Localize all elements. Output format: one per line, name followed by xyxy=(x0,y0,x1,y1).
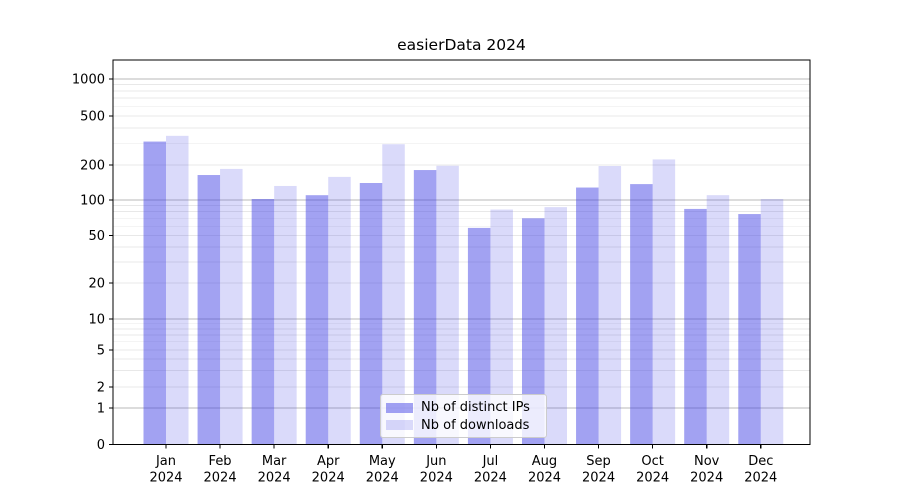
y-tick-label: 500 xyxy=(80,110,105,125)
x-tick-label-month: Aug xyxy=(532,454,557,469)
x-tick-label-month: Feb xyxy=(209,454,232,469)
bar-downloads-jun xyxy=(436,165,459,445)
x-tick-label-year: 2024 xyxy=(474,471,507,486)
bar-downloads-aug xyxy=(544,207,567,445)
x-tick-label-year: 2024 xyxy=(636,471,669,486)
bar-downloads-may xyxy=(382,144,405,445)
x-tick-label-year: 2024 xyxy=(744,471,777,486)
bar-downloads-nov xyxy=(706,195,730,445)
x-tick-label-month: Mar xyxy=(262,454,287,469)
y-tick-label: 200 xyxy=(80,159,105,174)
y-tick-label: 20 xyxy=(88,277,105,292)
x-tick-label-month: Jul xyxy=(482,454,499,469)
y-tick-label: 2 xyxy=(97,381,105,396)
x-tick-label-year: 2024 xyxy=(312,471,345,486)
bar-distinct-ips-oct xyxy=(630,184,653,445)
y-tick-label: 100 xyxy=(80,194,105,209)
bar-distinct-ips-mar xyxy=(251,199,275,445)
bar-downloads-dec xyxy=(760,199,784,445)
y-tick-label: 1000 xyxy=(72,73,105,88)
bar-distinct-ips-may xyxy=(359,183,383,445)
plot-border xyxy=(112,59,811,446)
x-tick-label-year: 2024 xyxy=(582,471,615,486)
bar-distinct-ips-aug xyxy=(521,218,545,445)
x-tick-label-month: Oct xyxy=(641,454,663,469)
legend-label-distinct-ips: Nb of distinct IPs xyxy=(421,400,530,416)
x-tick-label-month: Jan xyxy=(155,454,176,469)
bar-downloads-apr xyxy=(328,176,351,445)
legend: Nb of distinct IPs Nb of downloads xyxy=(380,394,547,438)
bar-distinct-ips-jun xyxy=(413,170,437,445)
bar-downloads-oct xyxy=(652,159,676,445)
bar-downloads-jul xyxy=(490,209,513,445)
chart-title: easierData 2024 xyxy=(397,36,526,54)
x-tick-label-year: 2024 xyxy=(258,471,291,486)
bar-downloads-mar xyxy=(274,185,297,445)
bar-distinct-ips-sep xyxy=(576,187,599,445)
y-tick-label: 5 xyxy=(97,344,105,359)
bar-downloads-feb xyxy=(220,168,243,445)
x-tick-label-year: 2024 xyxy=(149,471,182,486)
x-tick-label-month: Nov xyxy=(694,454,720,469)
bar-distinct-ips-nov xyxy=(684,208,707,445)
bar-distinct-ips-jul xyxy=(467,227,491,445)
x-tick-label-month: Apr xyxy=(317,454,340,469)
legend-swatch-distinct-ips xyxy=(386,402,413,413)
legend-item-distinct-ips: Nb of distinct IPs xyxy=(386,399,540,417)
x-tick-label-month: May xyxy=(369,454,396,469)
y-tick-label: 1 xyxy=(97,402,105,417)
bar-distinct-ips-jan xyxy=(143,141,166,445)
legend-item-downloads: Nb of downloads xyxy=(386,417,540,435)
bar-distinct-ips-feb xyxy=(197,175,221,445)
bar-distinct-ips-dec xyxy=(738,214,761,445)
x-tick-label-year: 2024 xyxy=(690,471,723,486)
legend-swatch-downloads xyxy=(386,420,413,431)
x-tick-label-year: 2024 xyxy=(420,471,453,486)
x-tick-label-year: 2024 xyxy=(528,471,561,486)
y-tick-label: 50 xyxy=(88,229,105,244)
legend-label-downloads: Nb of downloads xyxy=(421,417,530,433)
x-tick-label-month: Jun xyxy=(425,454,446,469)
y-tick-label: 10 xyxy=(88,313,105,328)
x-tick-label-year: 2024 xyxy=(366,471,399,486)
bar-downloads-sep xyxy=(598,166,622,445)
x-tick-label-month: Dec xyxy=(748,454,773,469)
x-tick-label-month: Sep xyxy=(586,454,611,469)
y-tick-label: 0 xyxy=(97,438,105,453)
bar-downloads-jan xyxy=(166,135,189,445)
bar-distinct-ips-apr xyxy=(305,195,329,445)
x-tick-label-year: 2024 xyxy=(204,471,237,486)
